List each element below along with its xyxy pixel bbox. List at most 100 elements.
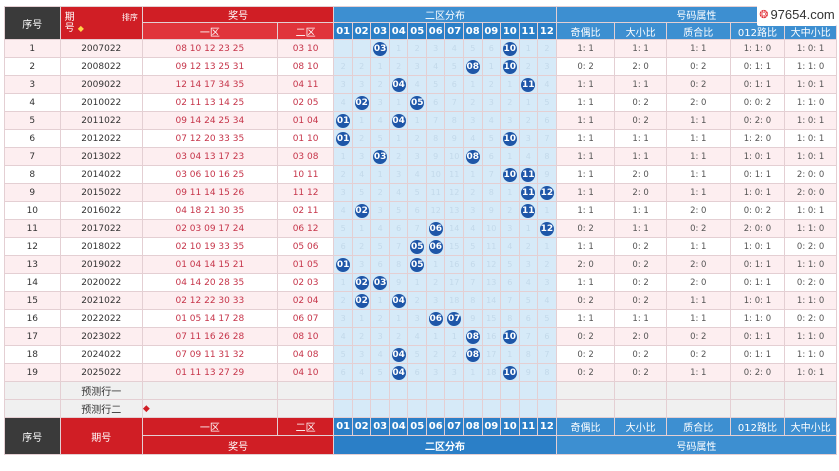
- dist-cell: 8: [518, 345, 539, 364]
- attr-value: 0: 2: [665, 219, 731, 238]
- attr-column-header[interactable]: 奇偶比: [555, 22, 616, 40]
- attr-value: 1: 1: [555, 165, 616, 184]
- row-zone1-numbers: 07 11 16 26 28: [141, 327, 278, 346]
- dist-cell: 3: [407, 309, 427, 328]
- dist-cell: 18: [444, 291, 464, 310]
- row-seq: 13: [4, 255, 61, 274]
- predict-dist-cell[interactable]: [425, 399, 446, 418]
- drawn-ball: 10: [502, 167, 517, 182]
- omission-value: 2: [544, 44, 550, 53]
- table-row: 5 2011022 09 14 24 25 34 01 04 01 1 4 04 1 7 8 3 4 3 2…: [4, 111, 837, 130]
- omission-value: 1: [340, 152, 346, 161]
- attr-value: 0: 1: 1: [729, 57, 786, 76]
- dist-cell: 2: [425, 345, 446, 364]
- logo-icon: ❂: [759, 7, 769, 21]
- drawn-ball: 10: [502, 41, 517, 56]
- row-zone1-numbers: 09 14 24 25 34: [141, 111, 278, 130]
- predict-dist-cell[interactable]: [407, 399, 427, 418]
- dist-cell: 1: [463, 75, 483, 94]
- predict-row-label[interactable]: 预测行一: [59, 381, 143, 400]
- predict-dist-cell[interactable]: [425, 381, 446, 400]
- predict-dist-cell[interactable]: [481, 381, 502, 400]
- omission-value: 8: [525, 350, 531, 359]
- predict-dist-cell[interactable]: [351, 381, 372, 400]
- predict-dist-cell[interactable]: [481, 399, 502, 418]
- predict-dist-cell[interactable]: [500, 399, 520, 418]
- predict-dist-cell[interactable]: [370, 399, 390, 418]
- predict-dist-cell[interactable]: [463, 381, 483, 400]
- dist-cell: 05: [407, 255, 427, 274]
- predict-dist-cell[interactable]: [518, 399, 539, 418]
- dist-cell: 08: [463, 57, 483, 76]
- drawn-ball: 01: [336, 131, 351, 146]
- omission-value: 4: [544, 80, 550, 89]
- predict-dist-cell[interactable]: [463, 399, 483, 418]
- dist-cell: 15: [444, 237, 464, 256]
- row-period: 2012022: [59, 129, 143, 148]
- dist-cell: 12: [481, 255, 502, 274]
- predict-dist-cell[interactable]: [537, 381, 557, 400]
- site-logo[interactable]: ❂ 97654.com: [757, 2, 837, 26]
- omission-value: 4: [414, 80, 420, 89]
- predict-dist-cell[interactable]: [407, 381, 427, 400]
- drawn-ball: 04: [391, 293, 406, 308]
- attr-value: 1: 1: 0: [729, 309, 786, 328]
- drawn-ball: 06: [428, 311, 443, 326]
- sort-button[interactable]: 排序: [122, 12, 138, 23]
- predict-dist-cell[interactable]: [444, 399, 464, 418]
- attr-value: 0: 1: 1: [729, 165, 786, 184]
- omission-value: 8: [451, 116, 457, 125]
- predict-dist-cell[interactable]: [537, 399, 557, 418]
- predict-dist-cell[interactable]: [333, 381, 353, 400]
- row-zone1-numbers: 01 05 14 17 28: [141, 309, 278, 328]
- attr-column-header[interactable]: 012路比: [729, 22, 786, 40]
- attr-value: 2: 0: [614, 165, 667, 184]
- omission-value: 3: [544, 62, 550, 71]
- footer-zone2-dist-header: 二区分布: [333, 435, 557, 455]
- period-header[interactable]: 期 排序 号 ◆: [59, 6, 143, 40]
- predict-zone1-cell[interactable]: [141, 381, 278, 400]
- dist-cell: 1: [388, 39, 409, 58]
- row-period: 2020022: [59, 273, 143, 292]
- predict-zone2-cell[interactable]: [276, 381, 335, 400]
- dist-cell: 2: [463, 183, 483, 202]
- table-row: 3 2009022 12 14 17 34 35 04 11 3 3 2 04 4 5 6 1 2 1 11…: [4, 75, 837, 94]
- dist-cell: 2: [407, 129, 427, 148]
- predict-dist-cell[interactable]: [351, 399, 372, 418]
- attr-column-header[interactable]: 质合比: [665, 22, 731, 40]
- omission-value: 2: [396, 152, 402, 161]
- footer-attr-header: 大小比: [614, 417, 667, 436]
- dist-cell: 13: [444, 201, 464, 220]
- footer-row-groups: 奖号 二区分布 号码属性: [5, 435, 838, 455]
- dist-cell: 2: [351, 129, 372, 148]
- omission-value: 1: [525, 44, 531, 53]
- dist-cell: 4: [481, 111, 502, 130]
- omission-value: 3: [470, 116, 476, 125]
- predict-dist-cell[interactable]: [370, 381, 390, 400]
- drawn-ball: 04: [391, 77, 406, 92]
- omission-value: 6: [507, 278, 513, 287]
- predict-dist-cell[interactable]: [388, 399, 409, 418]
- attr-column-header[interactable]: 大小比: [614, 22, 667, 40]
- predict-row-label[interactable]: 预测行二: [59, 399, 143, 418]
- predict-zone2-cell[interactable]: [276, 399, 335, 418]
- omission-value: 3: [340, 80, 346, 89]
- predict-dist-cell[interactable]: [444, 381, 464, 400]
- attr-value: 1: 0: 1: [784, 201, 837, 220]
- predict-zone1-cell[interactable]: ◆: [141, 399, 278, 418]
- predict-dist-cell[interactable]: [388, 381, 409, 400]
- dist-cell: 4: [537, 75, 557, 94]
- predict-dist-cell[interactable]: [518, 381, 539, 400]
- omission-value: 1: [396, 314, 402, 323]
- attr-value: 0: 2: [665, 327, 731, 346]
- predict-dist-cell[interactable]: [500, 381, 520, 400]
- omission-value: 4: [340, 206, 346, 215]
- predict-attr-cell: [614, 399, 667, 418]
- row-zone2-numbers: 04 11: [276, 75, 335, 94]
- omission-value: 2: [340, 296, 346, 305]
- omission-value: 5: [377, 368, 383, 377]
- dist-cell: 5: [333, 345, 353, 364]
- predict-dist-cell[interactable]: [333, 399, 353, 418]
- dist-cell: 9: [444, 129, 464, 148]
- row-zone1-numbers: 12 14 17 34 35: [141, 75, 278, 94]
